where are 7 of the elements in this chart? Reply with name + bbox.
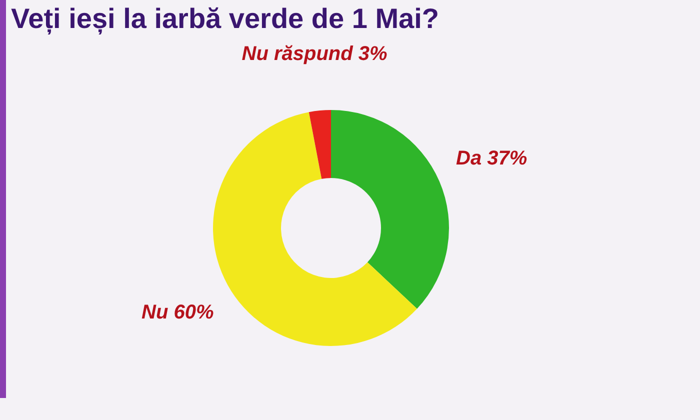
slice-label: Nu răspund 3% xyxy=(242,42,388,65)
donut-slice xyxy=(213,112,418,346)
chart-title: Veți ieși la iarbă verde de 1 Mai? xyxy=(11,2,439,35)
donut-slice xyxy=(308,110,331,179)
slice-label: Nu 60% xyxy=(142,301,214,324)
slice-label: Da 37% xyxy=(456,148,528,170)
donut-slice xyxy=(331,110,449,309)
